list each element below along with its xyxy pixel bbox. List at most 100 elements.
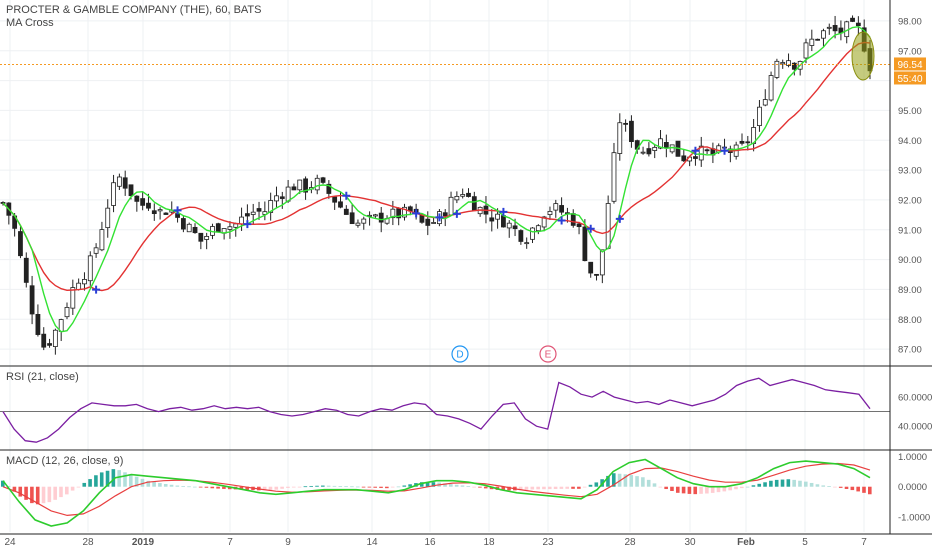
macd-histogram-bar	[367, 486, 372, 488]
macd-histogram-bar	[553, 486, 558, 490]
macd-histogram-bar	[53, 486, 57, 500]
candle-body	[314, 177, 320, 191]
macd-histogram-bar	[355, 486, 360, 488]
candle-body	[809, 38, 815, 46]
candle-body	[757, 106, 762, 127]
candle-body	[111, 182, 116, 206]
macd-histogram-bar	[291, 486, 296, 488]
candle-body	[768, 75, 774, 101]
x-tick-label: 16	[424, 537, 436, 548]
macd-histogram-bar	[210, 486, 215, 489]
candle-body	[530, 227, 535, 240]
macd-histogram-bar	[472, 486, 476, 488]
macd-tick-label: 1.0000	[898, 452, 927, 463]
candle-body	[791, 62, 797, 70]
candle-body	[855, 22, 861, 27]
macd-histogram-bar	[152, 481, 156, 487]
macd-histogram-bar	[321, 485, 325, 487]
candle-body	[594, 273, 599, 276]
candle-body	[495, 213, 500, 220]
x-tick-label: 7	[861, 537, 867, 548]
macd-histogram-bar	[35, 486, 40, 505]
macd-histogram-bar	[483, 486, 488, 489]
macd-histogram-bar	[501, 486, 506, 491]
x-tick-label: 23	[542, 537, 554, 548]
macd-histogram-bar	[728, 486, 732, 491]
cross-marker	[243, 220, 252, 229]
macd-histogram-bar	[635, 476, 639, 487]
macd-histogram-bar	[373, 486, 378, 488]
candle-body	[373, 214, 378, 217]
macd-histogram-bar	[227, 486, 232, 490]
cross-marker	[92, 285, 101, 294]
cross-marker	[342, 191, 351, 200]
candle-body	[547, 210, 553, 216]
macd-histogram-bar	[809, 482, 814, 487]
macd-histogram-bar	[419, 482, 424, 487]
macd-histogram-bar	[856, 486, 860, 492]
macd-histogram-bar	[59, 486, 63, 498]
candle-body	[681, 155, 687, 162]
candle-body	[47, 343, 52, 346]
macd-histogram-bar	[571, 486, 575, 489]
macd-histogram-bar	[262, 486, 267, 491]
macd-histogram-bar	[408, 484, 412, 487]
macd-histogram-bar	[699, 486, 703, 494]
candle-body	[355, 222, 361, 226]
macd-histogram-bar	[862, 486, 866, 493]
candle-body	[762, 99, 768, 106]
candle-body	[535, 225, 541, 232]
candle-body	[192, 226, 198, 234]
macd-histogram-bar	[18, 486, 23, 497]
candle-body	[274, 195, 279, 202]
candle-body	[140, 198, 146, 206]
macd-histogram-bar	[402, 485, 407, 487]
candle-body	[297, 179, 303, 191]
macd-histogram-bar	[88, 479, 92, 487]
macd-histogram-bar	[815, 484, 820, 487]
candle-body	[332, 196, 338, 203]
candle-body	[361, 218, 367, 224]
macd-histogram-bar	[559, 486, 564, 489]
macd-histogram-bar	[6, 486, 11, 487]
event-marker	[539, 345, 557, 363]
candle-body	[803, 42, 809, 59]
macd-histogram-bar	[187, 486, 191, 488]
macd-histogram-bar	[850, 486, 855, 491]
candle-body	[70, 287, 76, 309]
candle-body	[285, 186, 291, 202]
macd-histogram-bar	[134, 476, 139, 487]
candle-body	[151, 210, 157, 215]
candle-body	[553, 203, 559, 211]
macd-histogram-bar	[611, 473, 616, 487]
macd-histogram-bar	[431, 482, 436, 487]
macd-histogram-bar	[268, 486, 273, 490]
candle-body	[518, 230, 524, 242]
candle-body	[425, 218, 431, 226]
candle-body	[774, 60, 780, 78]
macd-histogram-bar	[705, 486, 709, 494]
macd-histogram-bar	[641, 477, 645, 487]
candle-body	[704, 149, 710, 152]
candle-body	[291, 186, 297, 191]
macd-histogram-bar	[332, 485, 337, 487]
macd-histogram-bar	[449, 484, 453, 487]
candle-body	[18, 231, 23, 257]
macd-histogram-bar	[623, 474, 628, 487]
candle-body	[541, 216, 547, 228]
y-tick-label: 87.00	[898, 345, 922, 356]
macd-histogram-bar	[594, 482, 599, 487]
candle-body	[256, 208, 262, 212]
candle-body	[128, 184, 134, 197]
candle-body	[629, 120, 634, 142]
study-label: MA Cross	[6, 17, 54, 29]
macd-histogram-bar	[803, 481, 808, 487]
price-tag-label: 96.54	[897, 60, 922, 71]
x-tick-label: 9	[285, 537, 291, 548]
macd-histogram-bar	[309, 485, 313, 487]
macd-histogram-bar	[222, 486, 226, 489]
macd-pane: MACD (12, 26, close, 9)	[1, 455, 872, 527]
macd-title: MACD (12, 26, close, 9)	[6, 455, 123, 467]
macd-histogram-bar	[646, 479, 651, 487]
macd-histogram-bar	[350, 486, 354, 488]
